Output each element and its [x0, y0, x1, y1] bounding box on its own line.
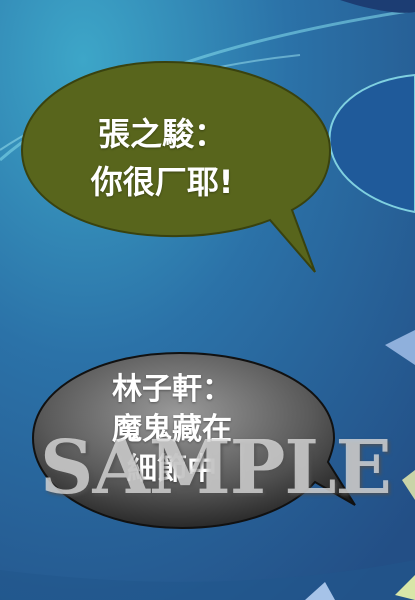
- sample-watermark: SAMPLE: [40, 425, 392, 511]
- dialogue-line: 細節中: [127, 452, 217, 487]
- decor-triangle: [395, 575, 415, 600]
- gray-bubble-text: 林子軒： 魔鬼藏在 細節中: [72, 370, 272, 490]
- green-speech-bubble: [20, 60, 332, 273]
- decor-triangle: [385, 330, 415, 365]
- speaker-name: 張之駿：: [97, 115, 226, 153]
- decor-triangle: [402, 470, 415, 500]
- dialogue-line: 魔鬼藏在: [112, 412, 232, 447]
- dialogue-line: 你很厂耶!: [90, 163, 234, 201]
- speaker-name: 林子軒：: [112, 372, 232, 407]
- decor-triangle: [305, 582, 335, 600]
- gray-speech-bubble: [31, 351, 356, 530]
- green-bubble-text: 張之駿： 你很厂耶!: [62, 110, 262, 206]
